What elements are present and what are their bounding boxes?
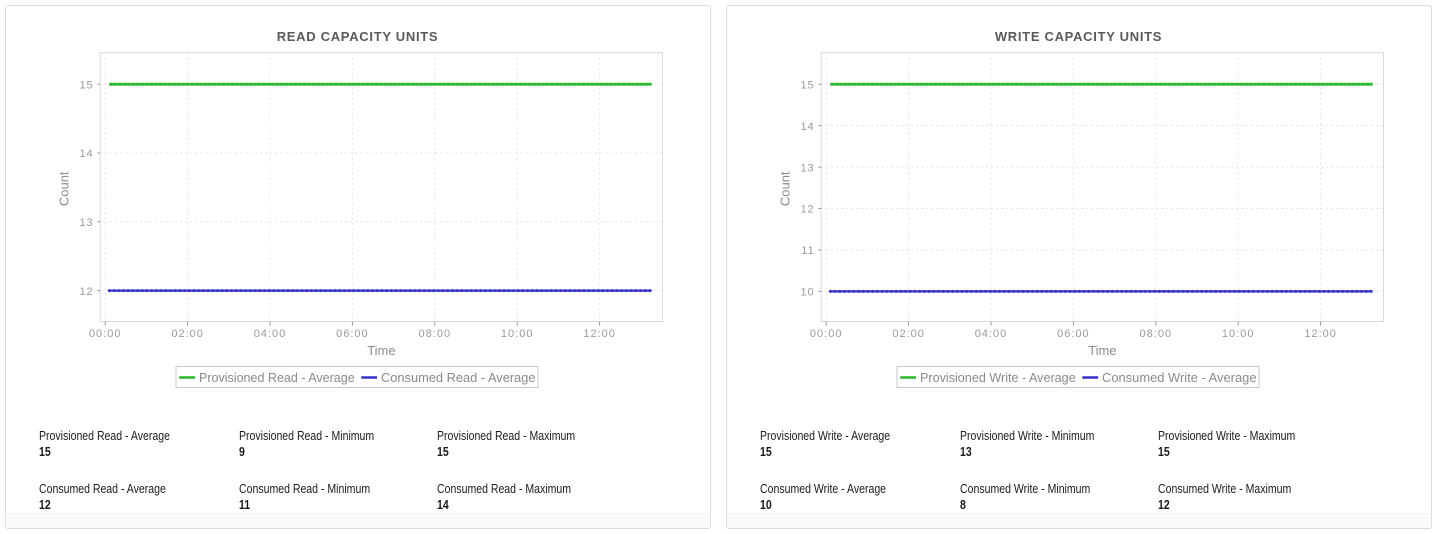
svg-text:Time: Time [1088,343,1116,358]
svg-text:02:00: 02:00 [171,328,204,340]
svg-text:13: 13 [800,162,814,174]
svg-text:11: 11 [801,245,814,257]
svg-text:04:00: 04:00 [254,328,287,340]
svg-text:15: 15 [800,79,814,91]
svg-text:12: 12 [79,286,93,298]
svg-text:14: 14 [800,121,814,133]
svg-text:10: 10 [800,287,814,299]
svg-text:06:00: 06:00 [336,328,369,340]
svg-text:12:00: 12:00 [1304,328,1337,340]
svg-text:Provisioned Read - Average: Provisioned Read - Average [199,370,355,385]
svg-text:10:00: 10:00 [501,328,534,340]
svg-text:13: 13 [79,217,93,229]
svg-text:08:00: 08:00 [1140,328,1173,340]
svg-text:15: 15 [79,79,93,91]
svg-text:08:00: 08:00 [419,328,452,340]
svg-text:Count: Count [778,171,793,206]
svg-text:14: 14 [79,148,93,160]
svg-text:04:00: 04:00 [975,328,1008,340]
svg-text:10:00: 10:00 [1222,328,1255,340]
svg-text:Time: Time [367,343,395,358]
svg-text:12:00: 12:00 [583,328,616,340]
svg-text:Consumed Read - Average: Consumed Read - Average [381,370,536,385]
svg-text:Count: Count [57,171,72,206]
svg-text:Consumed Write - Average: Consumed Write - Average [1102,370,1257,385]
svg-text:06:00: 06:00 [1057,328,1090,340]
svg-text:02:00: 02:00 [892,328,925,340]
svg-text:Provisioned Write - Average: Provisioned Write - Average [920,370,1076,385]
svg-text:12: 12 [800,204,814,216]
svg-text:00:00: 00:00 [810,328,843,340]
svg-text:00:00: 00:00 [89,328,122,340]
